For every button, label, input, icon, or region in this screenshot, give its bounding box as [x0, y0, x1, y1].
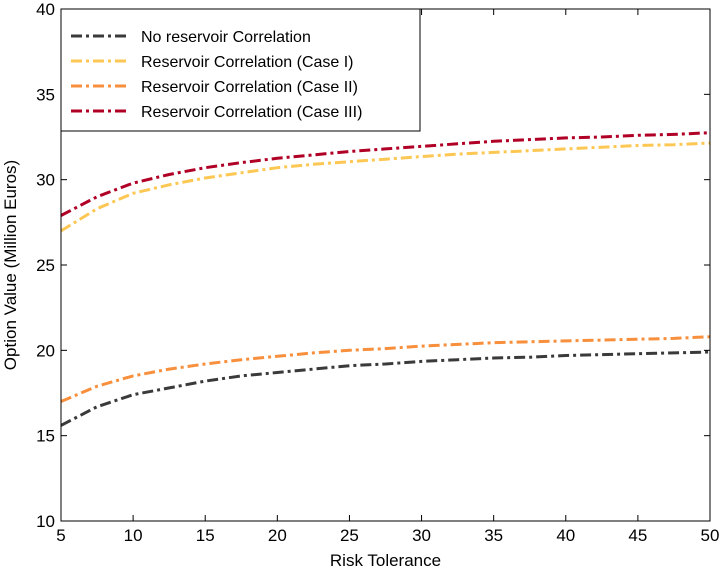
y-tick-label: 15	[36, 427, 55, 446]
x-tick-label: 15	[196, 526, 215, 545]
x-tick-label: 50	[701, 526, 720, 545]
x-tick-label: 10	[124, 526, 143, 545]
x-tick-label: 25	[340, 526, 359, 545]
x-tick-label: 35	[484, 526, 503, 545]
legend-label-2: Reservoir Correlation (Case II)	[141, 79, 358, 96]
y-tick-label: 10	[36, 512, 55, 531]
y-tick-label: 40	[36, 0, 55, 19]
legend-label-0: No reservoir Correlation	[141, 29, 311, 46]
y-axis-label: Option Value (Million Euros)	[1, 160, 20, 370]
y-tick-label: 25	[36, 256, 55, 275]
y-tick-label: 35	[36, 85, 55, 104]
x-tick-label: 40	[556, 526, 575, 545]
y-tick-label: 20	[36, 341, 55, 360]
legend-label-1: Reservoir Correlation (Case I)	[141, 54, 354, 71]
x-tick-label: 20	[268, 526, 287, 545]
x-tick-label: 30	[412, 526, 431, 545]
x-axis-label: Risk Tolerance	[330, 551, 441, 570]
legend-label-3: Reservoir Correlation (Case III)	[141, 104, 362, 121]
x-tick-label: 5	[56, 526, 65, 545]
y-tick-label: 30	[36, 171, 55, 190]
x-tick-label: 45	[628, 526, 647, 545]
legend: No reservoir Correlation Reservoir Correl…	[61, 9, 420, 131]
